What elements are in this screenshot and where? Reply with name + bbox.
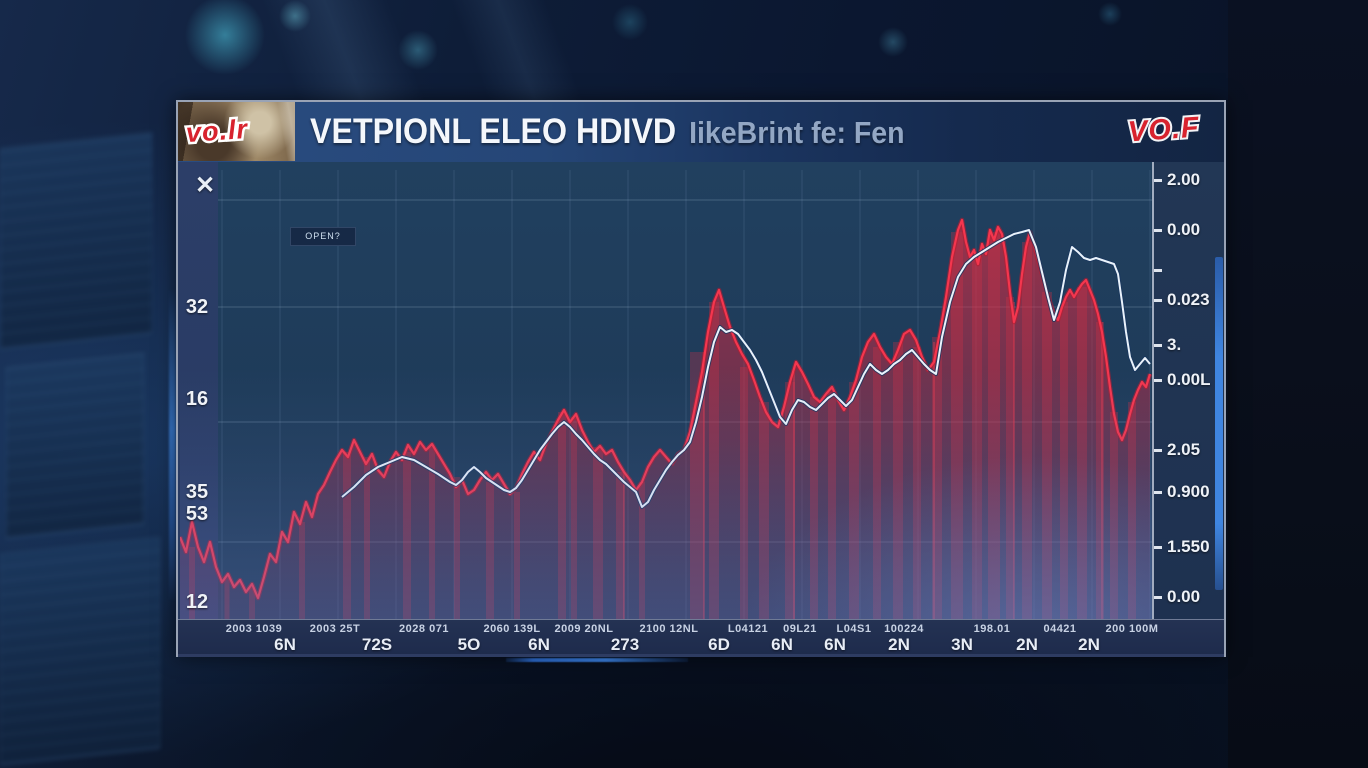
channel-logo: vo.lr — [182, 111, 251, 150]
x-axis-band: 2003 1039 2003 25T 2028 071 2060 139L 2009 2… — [178, 619, 1224, 655]
x-axis-date-label: 2003 25T — [309, 623, 361, 635]
panel-subtitle: IikeBrint fe: Fen — [689, 115, 905, 150]
x-axis-time-label: 2N — [888, 635, 910, 654]
y-axis-left: 32 16 35 53 12 — [178, 162, 218, 619]
y-axis-right-tick — [1154, 491, 1162, 494]
y-axis-right-label: 1.550 — [1167, 537, 1210, 556]
x-axis-date-label: L04121 — [727, 623, 769, 635]
y-axis-right-tick — [1154, 229, 1162, 232]
y-axis-left-label: 16 — [185, 388, 209, 410]
x-axis-date-label: 04421 — [1043, 623, 1077, 635]
y-axis-right-tick — [1154, 344, 1162, 347]
background-screen — [6, 352, 144, 540]
y-axis-right-label: 3. — [1167, 335, 1182, 354]
x-axis-date-label: 2003 1039 — [225, 623, 283, 635]
overlay-line-white — [340, 228, 1152, 509]
x-axis-date-label: 200 100M — [1105, 623, 1159, 635]
x-axis-time-label: 273 — [610, 635, 640, 654]
x-axis-time-label: 2N — [1078, 635, 1100, 654]
panel-left-glow — [169, 290, 176, 600]
x-axis-time-label: 5O — [457, 635, 481, 654]
x-axis-time-label: 6N — [528, 635, 550, 654]
y-axis-right-label: 0.00 — [1167, 587, 1201, 606]
x-axis-time-label: 6D — [708, 635, 730, 654]
y-axis-right-label: 0.00 — [1167, 220, 1201, 239]
open-badge: OPEN? — [290, 227, 356, 246]
x-axis-date-label: 2060 139L — [483, 623, 541, 635]
x-axis-date-label: 198.01 — [973, 623, 1011, 635]
channel-thumbnail: vo.lr — [178, 102, 295, 161]
panel-title: VETPIONL ELEO HDIVD IikeBrint fe: Fen — [310, 112, 905, 152]
background-screen — [0, 132, 152, 350]
y-axis-left-label: 12 — [185, 591, 209, 613]
y-axis-right-label: 0.900 — [1167, 482, 1210, 501]
x-axis-time-label: 3N — [951, 635, 973, 654]
x-axis-time-label: 72S — [361, 635, 393, 654]
y-axis-left-label: 32 — [185, 296, 209, 318]
y-axis-right-label: 0.023 — [1167, 290, 1210, 309]
x-axis-date-label: 100224 — [884, 623, 924, 635]
background-screen — [0, 536, 160, 766]
y-axis-right-tick — [1154, 379, 1162, 382]
x-axis-date-label: 2028 071 — [399, 623, 449, 635]
y-axis-right-tick — [1154, 596, 1162, 599]
y-axis-left-label: 53 — [185, 503, 209, 525]
x-axis-time-label: 6N — [274, 635, 296, 654]
panel-header: vo.lr VETPIONL ELEO HDIVD IikeBrint fe: F… — [178, 102, 1224, 163]
y-axis-right-tick — [1154, 299, 1162, 302]
y-axis-right-tick — [1154, 179, 1162, 182]
price-chart — [180, 170, 1152, 619]
y-axis-right-label: 2.00 — [1167, 170, 1201, 189]
y-axis-left-label: 35 — [185, 481, 209, 503]
x-axis-time-label: 6N — [771, 635, 793, 654]
chart-panel: vo.lr VETPIONL ELEO HDIVD IikeBrint fe: F… — [176, 100, 1226, 657]
x-axis-date-label: 2009 20NL — [554, 623, 614, 635]
x-axis-time-label: 6N — [824, 635, 846, 654]
right-axis-line — [1152, 162, 1154, 619]
close-icon[interactable]: ✕ — [194, 172, 216, 199]
panel-bottom-glow — [506, 658, 688, 662]
right-axis-strip — [1152, 162, 1224, 619]
background-right-wall: SWCR — [1228, 0, 1368, 768]
y-axis-right-tick — [1154, 269, 1162, 272]
x-axis-date-label: L04S1 — [836, 623, 872, 635]
scrollbar-thumb[interactable] — [1215, 257, 1223, 590]
x-axis-date-label: 09L21 — [783, 623, 817, 635]
panel-footer-strip — [178, 654, 1224, 657]
y-axis-right-tick — [1154, 449, 1162, 452]
x-axis-date-label: 2100 12NL — [639, 623, 699, 635]
y-axis-right: 2.00 0.00 0.023 3. 0.00L 2.05 0.900 1.550 0.00 — [1152, 162, 1224, 619]
title-text: VETPIONL ELEO HDIVD — [310, 112, 677, 151]
y-axis-right-label: 0.00L — [1167, 370, 1211, 389]
network-logo: VO.F — [1125, 110, 1203, 151]
y-axis-right-label: 2.05 — [1167, 440, 1201, 459]
x-axis-time-label: 2N — [1016, 635, 1038, 654]
y-axis-right-tick — [1154, 546, 1162, 549]
